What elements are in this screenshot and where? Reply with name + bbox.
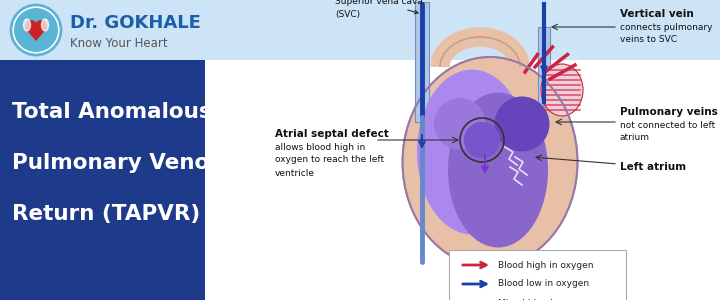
Text: Atrial septal defect: Atrial septal defect (275, 129, 389, 139)
FancyBboxPatch shape (0, 0, 720, 60)
Text: not connected to left: not connected to left (620, 121, 715, 130)
Text: atrium: atrium (620, 134, 650, 142)
Ellipse shape (42, 19, 48, 31)
Text: Vertical vein: Vertical vein (620, 9, 694, 19)
Ellipse shape (402, 57, 577, 267)
Text: Know Your Heart: Know Your Heart (70, 37, 168, 50)
Circle shape (11, 5, 61, 55)
Ellipse shape (417, 70, 527, 235)
Circle shape (35, 20, 47, 32)
Text: Dr. GOKHALE: Dr. GOKHALE (70, 14, 201, 32)
Text: allows blood high in: allows blood high in (275, 142, 365, 152)
Polygon shape (24, 27, 48, 41)
Text: veins to SVC: veins to SVC (620, 35, 677, 44)
Circle shape (464, 122, 500, 158)
FancyBboxPatch shape (0, 60, 205, 300)
Text: Pulmonary Venous: Pulmonary Venous (12, 153, 238, 173)
Bar (538, 27, 550, 107)
Bar (415, 2, 429, 122)
Circle shape (25, 20, 37, 32)
Text: Left atrium: Left atrium (620, 162, 686, 172)
FancyBboxPatch shape (449, 250, 626, 300)
Text: Return (TAPVR): Return (TAPVR) (12, 204, 200, 224)
Polygon shape (472, 212, 525, 244)
Circle shape (14, 8, 58, 52)
Ellipse shape (495, 97, 549, 152)
Text: Mixed blood: Mixed blood (498, 298, 553, 300)
Text: Pulmonary veins: Pulmonary veins (620, 107, 718, 117)
Ellipse shape (541, 64, 583, 116)
Ellipse shape (434, 98, 486, 150)
Text: Blood low in oxygen: Blood low in oxygen (498, 280, 589, 289)
Ellipse shape (24, 19, 30, 31)
Text: Superior vena cava: Superior vena cava (335, 0, 423, 14)
Text: connects pulmonary: connects pulmonary (620, 22, 713, 32)
Text: (SVC): (SVC) (335, 10, 360, 19)
Ellipse shape (448, 92, 548, 247)
Text: ventricle: ventricle (275, 169, 315, 178)
Text: Blood high in oxygen: Blood high in oxygen (498, 260, 593, 269)
Text: oxygen to reach the left: oxygen to reach the left (275, 155, 384, 164)
Text: Total Anomalous: Total Anomalous (12, 102, 212, 122)
